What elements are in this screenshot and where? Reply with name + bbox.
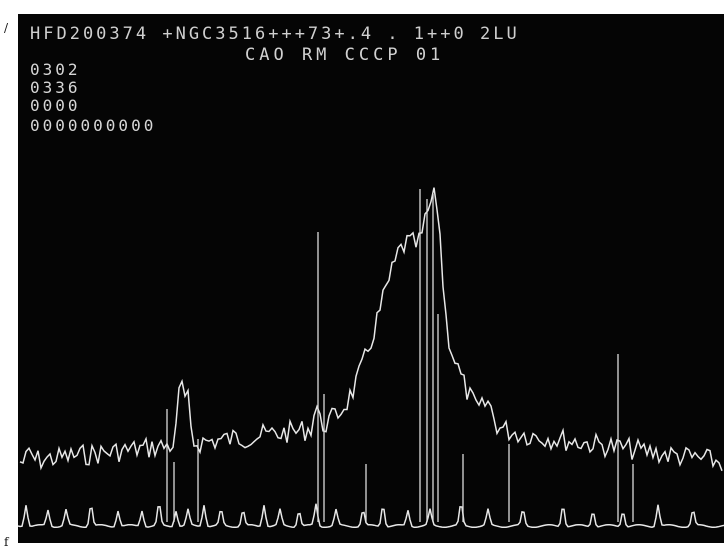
- counter-1: 0302: [30, 60, 81, 79]
- margin-mark-bottom: f: [4, 535, 9, 549]
- margin-mark-top: /: [4, 21, 9, 35]
- spike-lines: [166, 189, 634, 522]
- counter-4: 0000000000: [30, 116, 157, 135]
- oscilloscope-screen: HFD200374 +NGC3516+++73+.4 . 1++0 2LU CA…: [18, 14, 724, 543]
- reference-trace: [18, 503, 724, 529]
- spectrum-plot: [18, 187, 724, 529]
- spectrum-trace: [19, 187, 723, 472]
- screen-header: HFD200374 +NGC3516+++73+.4 . 1++0 2LU: [30, 24, 520, 44]
- screen-subheader: CAO RM CCCP 01: [245, 45, 445, 65]
- counter-3: 0000: [30, 96, 81, 115]
- counter-2: 0336: [30, 78, 81, 97]
